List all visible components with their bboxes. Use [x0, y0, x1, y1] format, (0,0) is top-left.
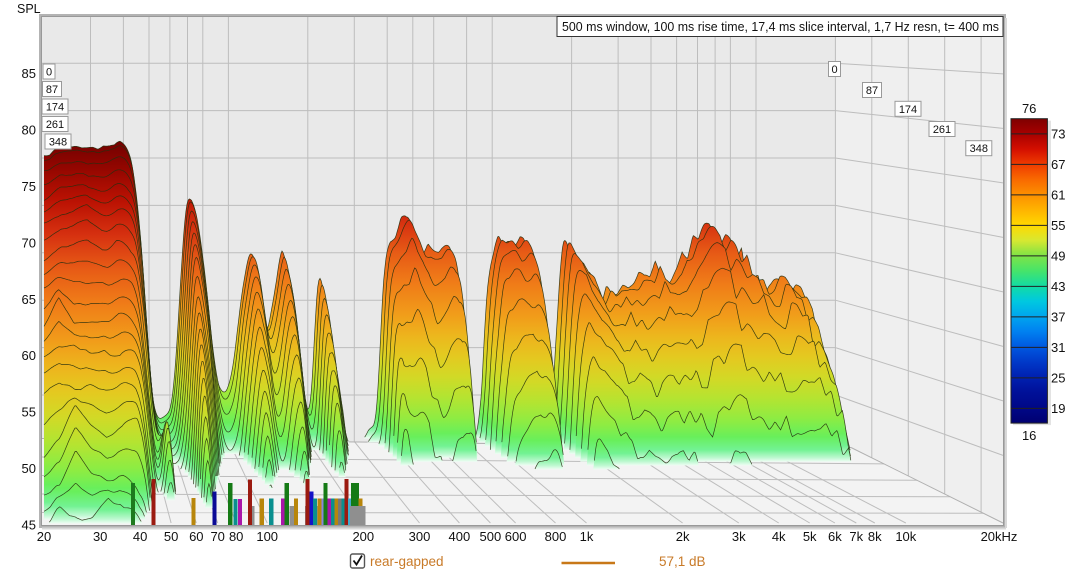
svg-text:61: 61 — [1051, 187, 1065, 202]
svg-text:200: 200 — [352, 529, 374, 544]
svg-text:10k: 10k — [895, 529, 916, 544]
svg-text:500: 500 — [480, 529, 502, 544]
svg-text:174: 174 — [46, 102, 64, 114]
svg-text:55: 55 — [1051, 218, 1065, 233]
svg-text:50: 50 — [164, 529, 178, 544]
svg-text:261: 261 — [933, 124, 951, 136]
svg-text:80: 80 — [22, 122, 36, 137]
svg-text:2k: 2k — [676, 529, 690, 544]
svg-text:20: 20 — [37, 529, 51, 544]
svg-text:4k: 4k — [772, 529, 786, 544]
svg-text:25: 25 — [1051, 370, 1065, 385]
svg-text:600: 600 — [505, 529, 527, 544]
svg-text:348: 348 — [49, 137, 67, 149]
svg-text:7k: 7k — [849, 529, 863, 544]
svg-text:800: 800 — [545, 529, 567, 544]
svg-text:50: 50 — [22, 461, 36, 476]
svg-text:70: 70 — [210, 529, 224, 544]
svg-text:rear-gapped: rear-gapped — [370, 554, 444, 569]
svg-text:70: 70 — [22, 235, 36, 250]
svg-text:300: 300 — [409, 529, 431, 544]
svg-text:80: 80 — [229, 529, 243, 544]
svg-text:19: 19 — [1051, 401, 1065, 416]
svg-text:400: 400 — [449, 529, 471, 544]
svg-text:1k: 1k — [580, 529, 594, 544]
svg-text:60: 60 — [22, 348, 36, 363]
svg-text:100: 100 — [256, 529, 278, 544]
svg-text:65: 65 — [22, 292, 36, 307]
svg-text:57,1 dB: 57,1 dB — [659, 554, 706, 569]
svg-text:SPL: SPL — [17, 2, 41, 16]
svg-text:87: 87 — [46, 84, 58, 96]
svg-text:60: 60 — [189, 529, 203, 544]
svg-text:500 ms window, 100 ms rise tim: 500 ms window, 100 ms rise time, 17,4 ms… — [562, 19, 999, 34]
svg-text:8k: 8k — [868, 529, 882, 544]
svg-text:5k: 5k — [803, 529, 817, 544]
svg-text:16: 16 — [1022, 428, 1036, 443]
svg-text:40: 40 — [133, 529, 147, 544]
svg-text:49: 49 — [1051, 248, 1065, 263]
svg-text:174: 174 — [899, 104, 917, 116]
svg-text:31: 31 — [1051, 340, 1065, 355]
svg-text:43: 43 — [1051, 279, 1065, 294]
svg-text:76: 76 — [1022, 101, 1036, 116]
svg-text:348: 348 — [970, 143, 988, 155]
svg-text:67: 67 — [1051, 157, 1065, 172]
svg-text:3k: 3k — [732, 529, 746, 544]
svg-text:75: 75 — [22, 179, 36, 194]
svg-text:85: 85 — [22, 66, 36, 81]
svg-text:55: 55 — [22, 405, 36, 420]
svg-text:261: 261 — [46, 119, 64, 131]
svg-text:37: 37 — [1051, 309, 1065, 324]
svg-text:87: 87 — [866, 85, 878, 97]
svg-text:0: 0 — [46, 67, 52, 79]
svg-text:6k: 6k — [828, 529, 842, 544]
svg-text:0: 0 — [831, 64, 837, 76]
svg-text:45: 45 — [22, 518, 36, 533]
svg-text:30: 30 — [93, 529, 107, 544]
svg-text:20kHz: 20kHz — [981, 529, 1018, 544]
svg-text:73: 73 — [1051, 126, 1065, 141]
